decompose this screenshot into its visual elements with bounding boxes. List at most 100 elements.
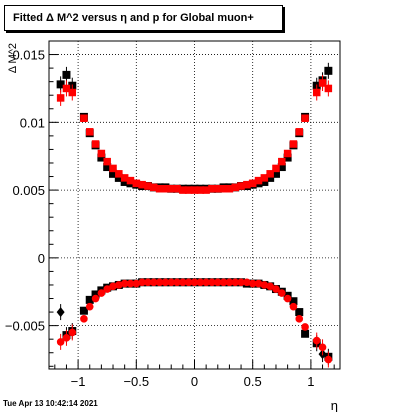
data-point — [91, 290, 100, 299]
data-point — [272, 164, 280, 173]
data-point — [283, 294, 292, 303]
data-point — [132, 179, 141, 188]
y-tick-label: 0.015 — [12, 48, 45, 63]
data-point — [85, 302, 94, 311]
data-point — [272, 285, 280, 293]
data-point — [260, 281, 269, 289]
y-tick-label: 0 — [38, 251, 45, 266]
data-point — [231, 278, 240, 287]
data-point — [278, 289, 286, 297]
data-point — [231, 183, 239, 192]
x-axis-title: η — [331, 398, 338, 412]
grid-layer — [49, 41, 340, 369]
data-point — [120, 177, 129, 186]
data-point — [149, 278, 158, 287]
x-tick-label: 0 — [191, 374, 198, 389]
data-point — [68, 328, 77, 337]
data-point — [312, 336, 321, 345]
data-point — [202, 278, 210, 287]
data-point — [324, 355, 333, 364]
data-point — [62, 70, 71, 79]
axis-layer: −1 −0.5 0 0.5 1 −0.005 0 0.005 0.01 0.015 η Δ M^2 — [5, 40, 341, 412]
data-point — [103, 157, 111, 166]
data-point — [120, 174, 129, 182]
data-point — [295, 128, 304, 136]
data-point — [237, 182, 245, 190]
data-point — [97, 149, 106, 158]
data-point — [80, 315, 88, 323]
data-point — [295, 308, 304, 317]
x-tick-label: 0.5 — [244, 374, 262, 389]
data-point — [301, 323, 309, 331]
data-point — [79, 306, 88, 315]
data-point — [56, 307, 65, 318]
data-point — [155, 184, 164, 193]
y-tick-label: 0.005 — [12, 183, 45, 198]
data-point — [56, 94, 65, 102]
data-point — [243, 278, 251, 287]
data-point — [132, 279, 141, 288]
data-point — [144, 182, 152, 190]
data-point — [248, 179, 257, 188]
data-point — [318, 79, 327, 87]
data-point — [56, 338, 65, 346]
data-point — [208, 278, 216, 287]
y-tick-label: −0.005 — [5, 319, 45, 334]
data-point — [109, 282, 117, 291]
data-point — [324, 84, 333, 93]
data-point — [266, 173, 275, 182]
data-point — [138, 278, 146, 287]
data-point — [103, 285, 111, 293]
data-point — [295, 315, 304, 323]
data-point — [103, 163, 112, 172]
data-point — [219, 278, 228, 287]
data-point — [167, 184, 175, 193]
data-point — [173, 278, 181, 287]
data-point — [150, 183, 158, 192]
data-point — [120, 279, 129, 288]
data-point — [138, 180, 146, 189]
data-point — [184, 186, 193, 194]
data-point — [318, 343, 327, 352]
data-point — [196, 278, 205, 287]
x-tick-label: −0.5 — [123, 374, 149, 389]
data-point — [266, 170, 274, 178]
data-point — [161, 278, 170, 287]
marker-layer — [56, 62, 333, 368]
data-point — [196, 186, 205, 194]
data-point — [260, 177, 269, 186]
data-point — [213, 278, 222, 287]
timestamp-label: Tue Apr 13 10:42:14 2021 — [3, 399, 98, 408]
data-point — [184, 278, 193, 287]
data-point — [202, 186, 210, 194]
data-point — [278, 157, 286, 166]
data-point — [91, 140, 100, 148]
data-point — [173, 184, 181, 193]
data-point — [283, 153, 292, 162]
data-point — [161, 184, 170, 193]
data-point — [289, 140, 298, 148]
data-point — [225, 278, 234, 287]
data-point — [277, 163, 286, 172]
data-point — [289, 302, 298, 311]
data-point — [237, 278, 245, 287]
data-point — [85, 128, 94, 136]
data-point — [114, 173, 123, 182]
data-point — [301, 114, 309, 123]
data-point — [126, 176, 135, 185]
data-point — [254, 279, 263, 288]
data-point — [283, 149, 292, 158]
chart-title: Fitted Δ M^2 versus η and p for Global m… — [4, 5, 283, 31]
data-point — [91, 294, 100, 303]
data-point — [167, 278, 176, 287]
data-point — [324, 66, 333, 75]
data-point — [109, 164, 117, 173]
data-point — [312, 88, 321, 97]
data-point — [144, 278, 152, 287]
data-point — [289, 297, 298, 306]
data-point — [266, 282, 274, 291]
data-point — [271, 169, 280, 178]
data-point — [190, 278, 199, 287]
